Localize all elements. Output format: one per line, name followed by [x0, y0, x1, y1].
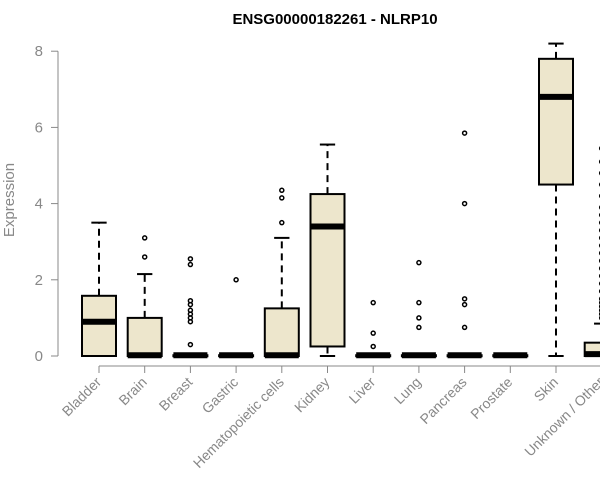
box-group — [538, 42, 574, 357]
box — [309, 193, 346, 348]
box-group — [492, 352, 529, 359]
box-group — [263, 187, 300, 359]
box-group — [172, 256, 209, 359]
box — [126, 316, 163, 357]
y-tick-label: 0 — [35, 348, 43, 365]
outlier-point — [279, 219, 285, 226]
y-axis: 0 2 4 6 8 — [35, 43, 59, 365]
box — [263, 307, 300, 357]
outlier-point — [141, 235, 148, 241]
outlier-point — [461, 324, 468, 331]
outlier-point — [141, 254, 148, 260]
box — [81, 294, 117, 357]
x-tick-label: Prostate — [467, 374, 515, 422]
x-tick-label: Bladder — [59, 374, 105, 420]
x-tick-label: Hematopoietic cells — [190, 374, 287, 471]
outlier-point — [187, 298, 194, 304]
outlier-point — [370, 299, 376, 306]
x-tick-label: Unknown / Other — [521, 374, 600, 460]
outlier-point — [461, 200, 468, 207]
box-group — [400, 259, 437, 359]
y-tick-label: 8 — [35, 43, 43, 60]
box-group — [309, 143, 346, 357]
box-group — [81, 221, 117, 357]
box — [538, 57, 574, 186]
outlier-point — [233, 277, 239, 283]
boxes — [81, 42, 600, 359]
outlier-point — [461, 130, 468, 136]
outlier-point — [461, 301, 468, 308]
x-tick-label: Pancreas — [417, 374, 470, 427]
y-tick-label: 2 — [35, 272, 43, 289]
x-tick-label: Skin — [531, 374, 562, 405]
outlier-point — [187, 307, 194, 314]
box-group — [355, 299, 392, 359]
outlier-point — [370, 330, 376, 336]
box-group — [126, 235, 163, 359]
outlier-point — [279, 195, 285, 201]
y-tick-label: 6 — [35, 119, 43, 136]
box-group — [446, 130, 483, 359]
chart-title: ENSG00000182261 - NLRP10 — [232, 11, 437, 28]
outlier-point — [279, 187, 285, 194]
x-tick-label: Gastric — [199, 374, 242, 417]
x-tick-label: Brain — [115, 374, 149, 408]
outlier-point — [416, 259, 422, 266]
outlier-point — [416, 324, 422, 331]
box-group — [218, 277, 255, 359]
outlier-point — [187, 261, 194, 268]
outlier-point — [416, 299, 422, 306]
y-axis-title: Expression — [1, 163, 18, 237]
x-tick-label: Kidney — [291, 374, 333, 416]
outlier-point — [416, 315, 422, 321]
outlier-point — [187, 256, 194, 262]
outlier-point — [461, 296, 468, 302]
x-tick-label: Liver — [346, 374, 379, 407]
x-tick-label: Breast — [156, 374, 196, 414]
outlier-point — [370, 343, 376, 350]
outlier-point — [187, 341, 194, 348]
x-tick-label: Lung — [391, 374, 424, 407]
box-group — [583, 146, 600, 358]
y-tick-label: 4 — [35, 196, 43, 213]
